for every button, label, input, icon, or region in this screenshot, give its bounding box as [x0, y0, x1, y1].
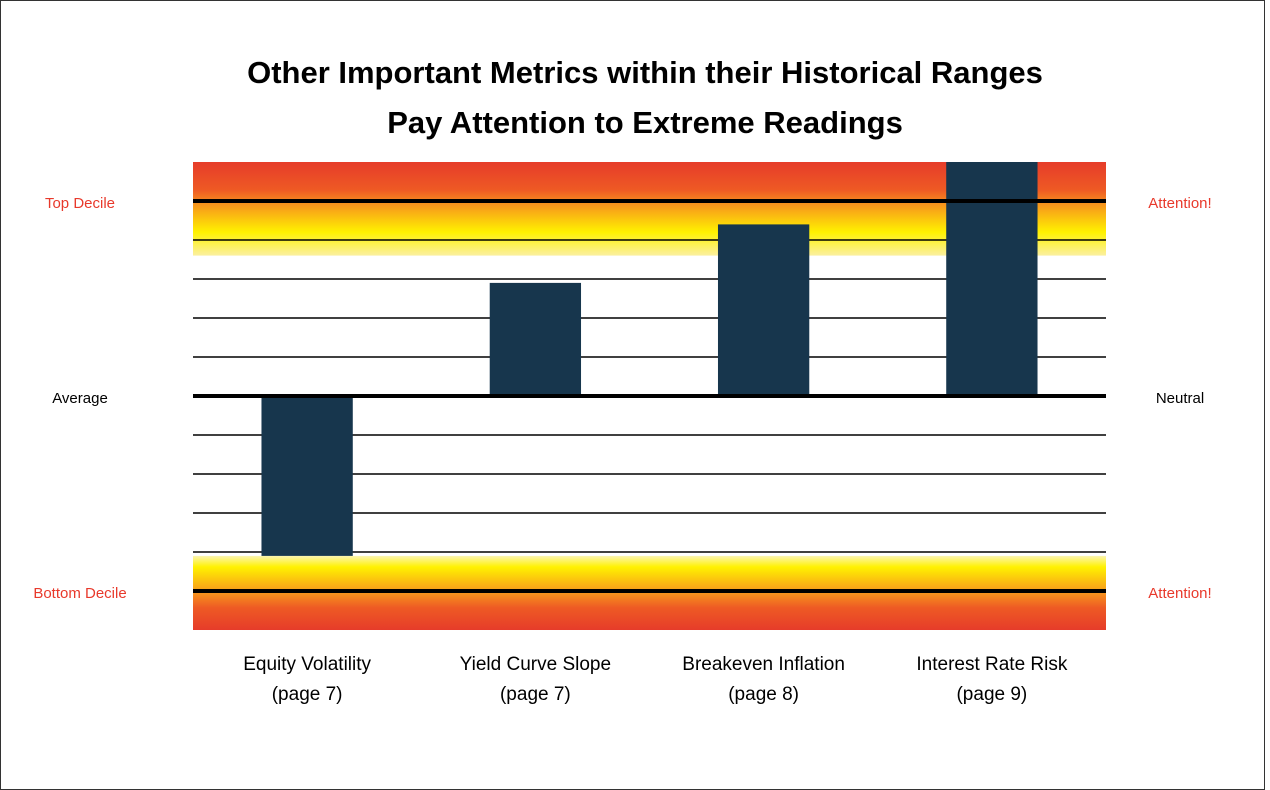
x-tick-label: Breakeven Inflation [682, 654, 845, 675]
level-right-label: Attention! [1148, 195, 1211, 212]
chart-title: Other Important Metrics within their His… [247, 55, 1043, 90]
bar [489, 282, 582, 396]
bar [717, 224, 810, 396]
x-tick-note: (page 7) [272, 684, 343, 705]
x-tick-label: Equity Volatility [243, 654, 371, 675]
level-left-label: Average [52, 390, 108, 407]
level-right-label: Neutral [1156, 390, 1204, 407]
x-tick-note: (page 7) [500, 684, 571, 705]
level-right-label: Attention! [1148, 585, 1211, 602]
level-left-label: Top Decile [45, 195, 115, 212]
bar [261, 396, 353, 556]
chart-subtitle: Pay Attention to Extreme Readings [387, 105, 903, 140]
x-tick-label: Yield Curve Slope [460, 654, 611, 675]
level-left-label: Bottom Decile [33, 585, 126, 602]
x-tick-note: (page 9) [956, 684, 1027, 705]
x-tick-note: (page 8) [728, 684, 799, 705]
x-tick-label: Interest Rate Risk [916, 654, 1067, 675]
bar [946, 162, 1038, 396]
